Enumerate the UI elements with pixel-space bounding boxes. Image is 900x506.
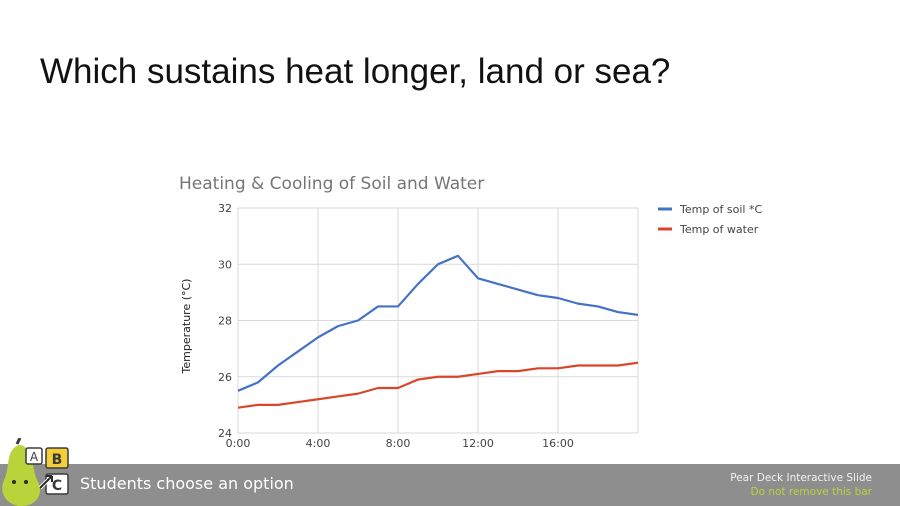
y-axis-labels: 24 26 28 30 32: [218, 202, 232, 440]
legend-label: Temp of water: [679, 223, 759, 236]
x-tick-label: 12:00: [462, 437, 494, 450]
y-tick-label: 32: [218, 202, 232, 215]
y-tick-label: 30: [218, 258, 232, 271]
chart-grid: [237, 207, 639, 434]
logo-letter-b: B: [52, 452, 63, 468]
x-tick-label: 8:00: [386, 437, 411, 450]
logo-letter-a: A: [30, 450, 39, 464]
series-line-water: [237, 361, 639, 409]
y-tick-label: 28: [218, 315, 232, 328]
pear-deck-bar: [0, 464, 900, 506]
chart-title: Heating & Cooling of Soil and Water: [179, 174, 484, 194]
y-tick-label: 26: [218, 371, 232, 384]
x-tick-label: 4:00: [306, 437, 331, 450]
slide-title: Which sustains heat longer, land or sea?: [40, 52, 671, 91]
y-axis-title: Temperature (°C): [180, 279, 193, 375]
legend-label: Temp of soil *C: [679, 203, 762, 216]
pear-deck-logo: A B C: [2, 438, 69, 506]
x-tick-label: 0:00: [226, 437, 251, 450]
pear-deck-brand-title: Pear Deck Interactive Slide: [730, 472, 872, 484]
series-line-soil: [237, 254, 639, 392]
y-tick-label: 24: [218, 427, 232, 440]
x-tick-label: 16:00: [542, 437, 574, 450]
series-lines: [237, 254, 639, 409]
student-prompt: Students choose an option: [80, 474, 294, 493]
pear-deck-brand-subtitle: Do not remove this bar: [750, 486, 872, 498]
logo-letter-c: C: [52, 478, 62, 494]
legend: Temp of soil *C Temp of water: [658, 203, 762, 236]
